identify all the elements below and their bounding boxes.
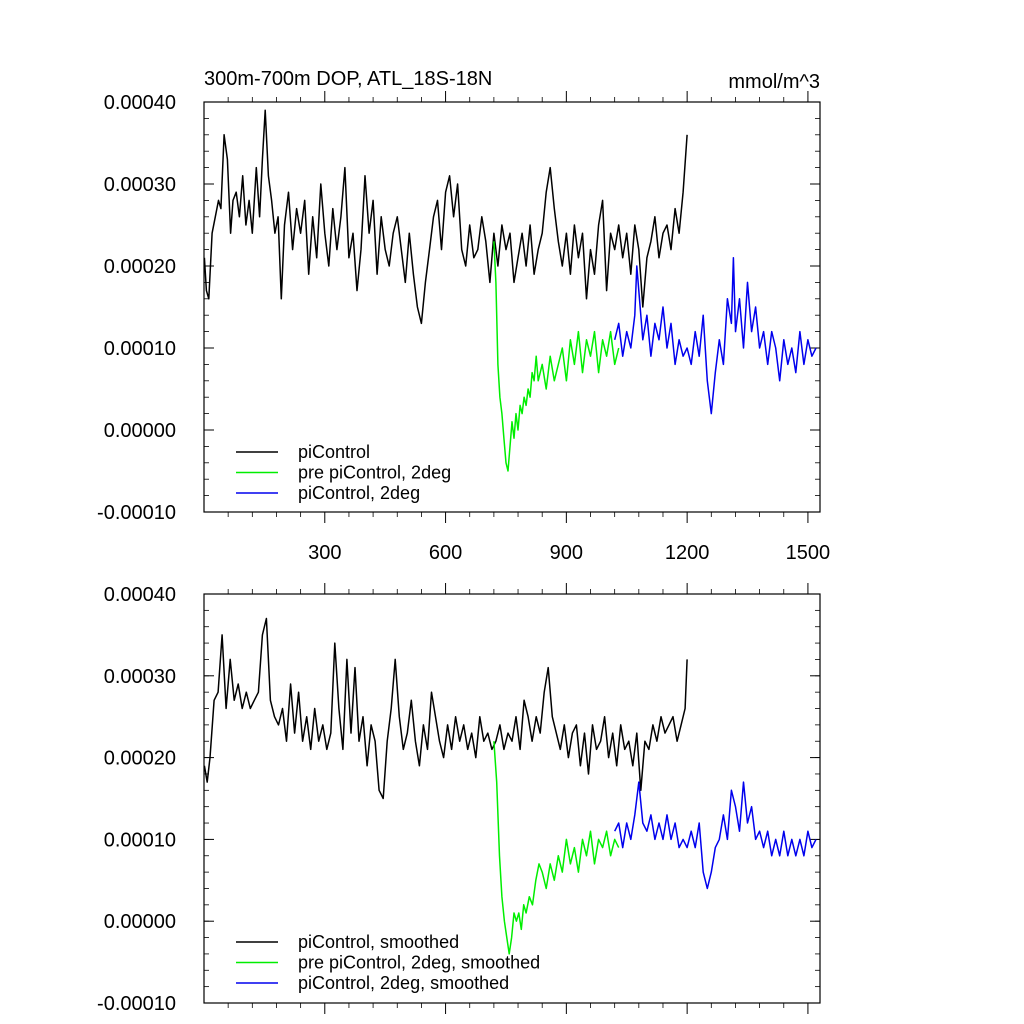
y-tick-label: 0.00010 [104, 338, 176, 360]
y-tick-label: 0.00000 [104, 911, 176, 933]
y-tick-label: 0.00030 [104, 666, 176, 688]
y-tick-label: 0.00010 [104, 829, 176, 851]
x-tick-label: 300 [308, 542, 341, 564]
units-label: mmol/m^3 [728, 71, 820, 93]
y-tick-label: 0.00000 [104, 420, 176, 442]
series-line [614, 781, 817, 890]
series-line [203, 109, 688, 325]
y-tick-label: -0.00010 [97, 502, 176, 524]
y-tick-label: 0.00040 [104, 92, 176, 114]
x-tick-label: 1200 [665, 542, 710, 564]
x-tick-label: 1500 [786, 542, 831, 564]
series-line [493, 741, 620, 955]
y-tick-label: 0.00030 [104, 174, 176, 196]
chart-title: 300m-700m DOP, ATL_18S-18N [204, 68, 492, 90]
plot-frame [203, 593, 821, 1004]
series-line [493, 241, 620, 472]
legend-label: piControl, 2deg, smoothed [298, 973, 509, 993]
y-tick-label: 0.00020 [104, 748, 176, 770]
legend-label: pre piControl, 2deg, smoothed [298, 953, 540, 973]
legend-label: pre piControl, 2deg [298, 463, 451, 483]
y-tick-label: 0.00020 [104, 256, 176, 278]
x-tick-label: 600 [429, 542, 462, 564]
y-tick-label: -0.00010 [97, 993, 176, 1015]
series-line [203, 617, 688, 800]
series-line [613, 257, 817, 415]
bottom-panel: -0.00010 0.00000 0.00010 0.00020 0.00030 0.00… [97, 583, 821, 1015]
x-tick-label: 900 [550, 542, 583, 564]
legend-label: piControl, smoothed [298, 932, 459, 952]
plot-frame [203, 101, 821, 513]
top-panel: -0.00010 0.00000 0.00010 0.00020 0.00030 0.00… [97, 68, 830, 564]
legend-label: piControl [298, 442, 370, 462]
y-tick-label: 0.00040 [104, 584, 176, 606]
legend-label: piControl, 2deg [298, 483, 420, 503]
